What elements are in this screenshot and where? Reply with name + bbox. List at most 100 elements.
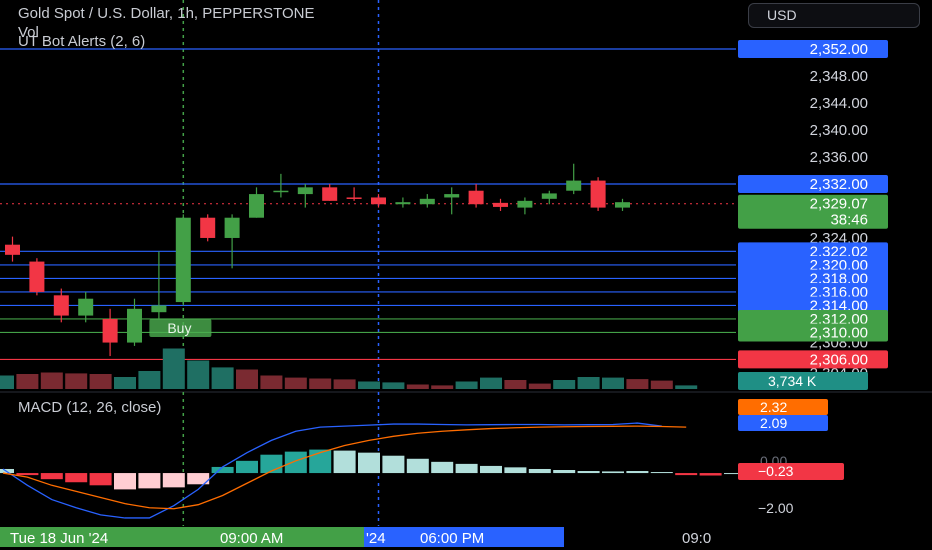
volume-bar [138, 371, 161, 389]
macd-histogram-bar [602, 471, 624, 474]
price-tag [738, 174, 888, 193]
candle-body [53, 295, 69, 316]
candle-body [322, 187, 338, 201]
macd-histogram-bar [333, 450, 356, 474]
candle-body [566, 180, 582, 191]
volume-bar [89, 374, 112, 389]
macd-title: MACD (12, 26, close) [18, 399, 161, 416]
macd-histogram-bar [187, 473, 210, 485]
hist-value-tag [738, 463, 844, 480]
candle-body [273, 190, 289, 193]
time-axis-label: 06:00 PM [420, 530, 484, 547]
volume-bar [455, 381, 478, 389]
macd-histogram-bar [16, 473, 39, 476]
macd-histogram-bar [699, 473, 722, 476]
bar-countdown: 38:46 [830, 212, 868, 229]
volume-tag [738, 372, 868, 390]
volume-bar [40, 372, 63, 389]
buy-signal-box [149, 319, 212, 337]
macd-histogram-bar [504, 467, 527, 474]
candle-body [590, 180, 606, 208]
candle-body [249, 194, 264, 218]
volume-bar [577, 377, 600, 389]
macd-histogram-bar [724, 473, 746, 475]
time-highlight-blue [364, 527, 564, 547]
macd-histogram-bar [455, 463, 478, 474]
time-axis-label: '24 [366, 530, 386, 547]
candle-body [468, 190, 484, 205]
volume-tag-label: 3,734 K [768, 373, 817, 389]
volume-bar [406, 384, 429, 389]
macd-histogram-bar [577, 471, 600, 474]
current-price-tag [738, 194, 888, 229]
volume-bar [187, 360, 210, 389]
macd-histogram-bar [650, 472, 673, 474]
price-tick-label: 2,344.00 [810, 95, 868, 112]
macd-histogram-bar [211, 466, 234, 474]
volume-bar [626, 379, 649, 389]
macd-histogram-bar [480, 465, 502, 474]
candle-body [541, 193, 557, 199]
time-axis-label: 09:00 AM [220, 530, 283, 547]
macd-histogram-bar [65, 473, 88, 483]
signal-line [2, 425, 687, 510]
volume-bar [284, 377, 307, 389]
macd-histogram-bar [162, 473, 185, 488]
candle-body [175, 217, 191, 303]
candle-body [224, 217, 240, 238]
volume-bar [65, 373, 88, 389]
macd-axis-label: −2.00 [758, 500, 794, 516]
macd-histogram-bar [528, 468, 551, 474]
signal-value-label: 2.09 [760, 415, 787, 431]
macd-histogram-bar [40, 473, 63, 480]
volume-bar [382, 382, 405, 389]
volume-bar [114, 377, 136, 389]
macd-histogram-bar [309, 449, 332, 474]
volume-bar [162, 348, 185, 389]
hist-value-label: −0.23 [758, 463, 794, 479]
currency-button[interactable]: USD [748, 3, 920, 28]
volume-bar [675, 385, 698, 389]
candle-body [444, 194, 460, 198]
candle-body [102, 318, 118, 343]
macd-histogram-bar [431, 461, 454, 474]
macd-histogram-bar [358, 452, 380, 474]
volume-bar [431, 385, 454, 389]
macd-value-label: 2.32 [760, 399, 787, 415]
candle-body [493, 202, 508, 207]
indicator-utbot-label[interactable]: UT Bot Alerts (2, 6) [18, 33, 146, 50]
time-axis-label: Tue 18 Jun '24 [10, 530, 108, 547]
candle-body [151, 305, 167, 313]
buy-signal-label: Buy [167, 320, 191, 336]
macd-histogram-bar [284, 451, 307, 474]
volume-bar [211, 367, 234, 389]
symbol-title: Gold Spot / U.S. Dollar, 1h, PEPPERSTONE [18, 5, 315, 22]
macd-histogram-bar [626, 471, 649, 474]
volume-bar [16, 374, 39, 389]
volume-bar [0, 375, 14, 389]
candle-body [419, 198, 435, 205]
candle-body [517, 200, 533, 208]
price-tag [738, 350, 888, 369]
volume-bar [553, 380, 576, 389]
macd-value-tag [738, 399, 828, 415]
macd-histogram-bar [382, 455, 405, 474]
volume-bar [528, 383, 551, 389]
time-highlight-green [0, 527, 364, 547]
candle-body [395, 202, 411, 205]
indicator-vol-label[interactable]: Vol [18, 24, 39, 41]
current-price-label: 2,329.07 [810, 196, 868, 213]
price-tick-label: 2,348.00 [810, 68, 868, 85]
price-tag-label: 2,310.00 [810, 324, 868, 341]
macd-histogram-bar [89, 473, 112, 486]
price-tick-label: 2,340.00 [810, 122, 868, 139]
volume-bar [602, 377, 624, 389]
candle-body [5, 244, 20, 255]
macd-histogram-bar [260, 454, 283, 474]
volume-bar [309, 378, 332, 389]
price-tag [738, 242, 888, 261]
volume-bar [333, 379, 356, 389]
candle-body [346, 197, 362, 199]
price-tag-label: 2,306.00 [810, 351, 868, 368]
